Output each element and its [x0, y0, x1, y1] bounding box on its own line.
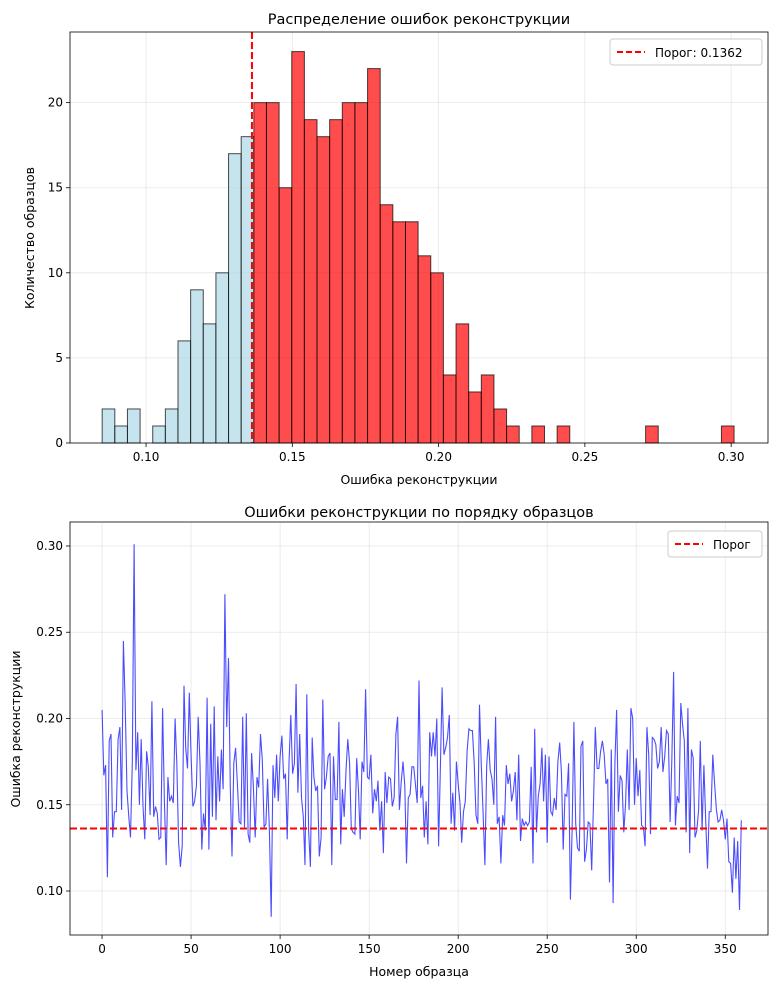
line-legend: Порог — [667, 530, 763, 558]
histogram-bar — [101, 408, 116, 444]
line-y-tick-label: 0.15 — [36, 798, 63, 812]
hist-x-tick-label: 0.30 — [718, 450, 745, 464]
line-title: Ошибки реконструкции по порядку образцов — [244, 505, 593, 521]
histogram-bar — [126, 408, 141, 444]
hist-y-tick-label: 10 — [48, 266, 63, 280]
hist-x-tick-label: 0.20 — [425, 450, 452, 464]
histogram-bar — [177, 340, 192, 444]
histogram-bar — [202, 323, 217, 444]
line-x-tick-label: 50 — [183, 942, 198, 956]
line-legend-box — [667, 530, 763, 558]
histogram-bar — [417, 255, 432, 444]
line-y-tick-label: 0.30 — [36, 539, 63, 553]
line-xlabel: Номер образца — [369, 964, 469, 979]
histogram-bar — [341, 102, 356, 444]
histogram-bar — [506, 425, 520, 444]
histogram-bar — [329, 119, 343, 444]
line-ylabel: Ошибка реконструкции — [8, 650, 23, 807]
histogram-bar — [455, 323, 470, 444]
line-axes-frame — [69, 521, 769, 936]
histogram-bar — [556, 425, 571, 444]
hist-x-tick-label: 0.15 — [279, 450, 306, 464]
histogram-bar — [645, 425, 659, 444]
hist-y-tick-label: 5 — [55, 351, 63, 365]
histogram-bar — [291, 51, 305, 444]
histogram-bar — [316, 136, 331, 444]
histogram-bar — [442, 374, 457, 444]
hist-x-tick-label: 0.25 — [572, 450, 599, 464]
hist-xlabel: Ошибка реконструкции — [340, 472, 497, 487]
hist-x-tick-label: 0.10 — [133, 450, 160, 464]
histogram-bar — [480, 374, 495, 444]
line-y-tick-label: 0.10 — [36, 884, 63, 898]
line-x-tick-label: 200 — [447, 942, 470, 956]
histogram-bar — [303, 119, 318, 444]
histogram-bar — [164, 408, 179, 444]
histogram-plot: 0.10 0.15 0.20 0.25 0.30 0 5 10 15 20 — [48, 31, 769, 464]
line-y-tick-label: 0.25 — [36, 625, 63, 639]
histogram-bar — [278, 187, 293, 444]
histogram-bar — [253, 102, 267, 444]
hist-y-tick-label: 20 — [48, 96, 63, 110]
histogram-bar — [152, 425, 166, 444]
line-x-tick-label: 150 — [358, 942, 381, 956]
hist-legend: Порог: 0.1362 — [609, 38, 763, 66]
hist-title: Распределение ошибок реконструкции — [268, 12, 570, 28]
histogram-bar — [720, 425, 735, 444]
histogram-bar — [404, 221, 419, 444]
histogram-bar — [493, 408, 508, 444]
hist-axes-frame — [69, 31, 769, 444]
line-x-tick-label: 100 — [269, 942, 292, 956]
hist-legend-label: Порог: 0.1362 — [655, 46, 742, 60]
histogram-bar — [190, 289, 204, 444]
histogram-bar — [430, 272, 444, 444]
histogram-bar — [468, 391, 482, 444]
histogram-bar — [367, 68, 381, 444]
line-legend-label: Порог — [713, 538, 751, 552]
hist-legend-box — [609, 38, 763, 66]
line-y-tick-label: 0.20 — [36, 711, 63, 725]
hist-y-tick-label: 15 — [48, 181, 63, 195]
hist-y-tick-label: 0 — [55, 436, 63, 450]
hist-ylabel: Количество образцов — [22, 167, 37, 309]
histogram-bar — [228, 153, 242, 444]
histogram-bar — [114, 425, 128, 444]
histogram-bar — [379, 204, 394, 444]
line-x-tick-label: 250 — [536, 942, 559, 956]
line-plot: 0 50 100 150 200 250 300 350 0.10 0.15 0.20 0.25 0.3… — [36, 521, 769, 956]
histogram-bar — [392, 221, 406, 444]
histogram-bar — [265, 102, 280, 444]
histogram-bar — [215, 272, 230, 444]
error-series-line — [101, 544, 742, 917]
line-x-tick-label: 350 — [714, 942, 737, 956]
histogram-bar — [531, 425, 545, 444]
histogram-bar — [354, 102, 369, 444]
line-x-tick-label: 300 — [625, 942, 648, 956]
line-x-tick-label: 0 — [98, 942, 106, 956]
